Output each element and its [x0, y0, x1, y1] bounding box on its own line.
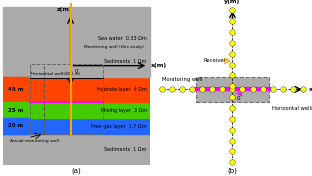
Text: 45 m: 45 m: [8, 87, 23, 92]
Text: z(m): z(m): [57, 7, 73, 12]
Text: Actual monitoring well: Actual monitoring well: [11, 139, 60, 143]
Bar: [3, 118, 150, 134]
Text: Horizontal well(400 m): Horizontal well(400 m): [31, 72, 80, 76]
Text: Mixing layer  3 Ωm: Mixing layer 3 Ωm: [100, 108, 147, 113]
Bar: [3, 77, 28, 102]
Bar: [3, 134, 150, 165]
Text: 0: 0: [75, 69, 79, 74]
Text: 20 m: 20 m: [8, 123, 23, 128]
Text: Sea water  0.33 Ωm: Sea water 0.33 Ωm: [98, 36, 147, 41]
Text: x(m): x(m): [151, 63, 167, 68]
Text: 25 m: 25 m: [8, 108, 23, 112]
Text: Receiver: Receiver: [203, 58, 226, 63]
Text: (b): (b): [227, 167, 237, 174]
Text: Hydrate layer  4 Ωm: Hydrate layer 4 Ωm: [97, 87, 147, 92]
Text: Sediments  1 Ωm: Sediments 1 Ωm: [105, 59, 147, 64]
Text: 0: 0: [237, 96, 240, 101]
Bar: [3, 77, 150, 102]
Text: Free-gas layer  1.7 Ωm: Free-gas layer 1.7 Ωm: [91, 124, 147, 129]
Bar: [3, 66, 150, 77]
Bar: [3, 102, 28, 118]
Bar: [3, 118, 28, 134]
Text: (a): (a): [71, 167, 81, 174]
Text: x(m): x(m): [309, 87, 312, 92]
Text: Monitoring well: Monitoring well: [162, 77, 202, 82]
Text: Sediments  1 Ωm: Sediments 1 Ωm: [105, 147, 147, 152]
Bar: [30, 64, 103, 134]
Bar: [196, 77, 269, 102]
Text: Monitoring well (this study): Monitoring well (this study): [84, 45, 144, 49]
Text: Horizontal well(400 m): Horizontal well(400 m): [272, 106, 312, 111]
Text: y(m): y(m): [224, 0, 241, 4]
Bar: [3, 7, 150, 77]
Bar: [3, 102, 150, 118]
